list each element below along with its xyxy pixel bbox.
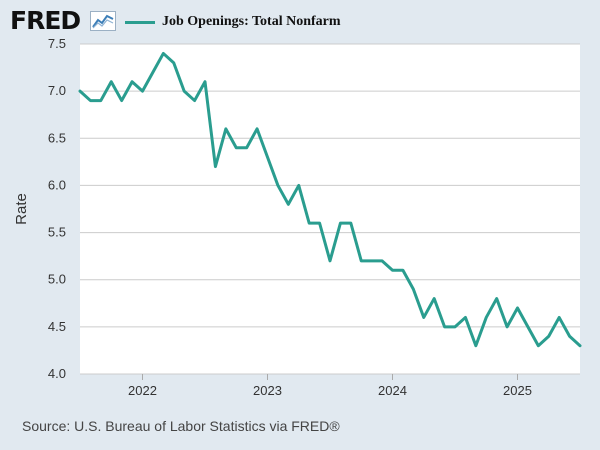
y-tick-label: 7.5: [48, 36, 66, 51]
x-tick-label: 2022: [128, 383, 157, 398]
grid-lines: [80, 43, 580, 375]
data-point: [412, 288, 414, 290]
fred-logo[interactable]: FRED: [10, 6, 81, 35]
x-tick-label: 2023: [253, 383, 282, 398]
data-point: [568, 335, 570, 337]
data-point: [350, 222, 352, 224]
data-point: [516, 307, 518, 309]
data-point: [454, 326, 456, 328]
data-point: [277, 184, 279, 186]
plot-area: [80, 44, 580, 374]
data-point: [235, 147, 237, 149]
x-tick-label: 2024: [378, 383, 407, 398]
series-line: [78, 51, 582, 348]
data-point: [245, 147, 247, 149]
data-point: [120, 99, 122, 101]
data-point: [506, 326, 508, 328]
data-point: [225, 128, 227, 130]
data-point: [183, 90, 185, 92]
y-tick-label: 5.5: [48, 225, 66, 240]
data-point: [527, 326, 529, 328]
data-point: [443, 326, 445, 328]
data-point: [173, 62, 175, 64]
data-point: [579, 345, 581, 347]
data-point: [256, 128, 258, 130]
data-point: [464, 316, 466, 318]
y-tick-label: 6.5: [48, 130, 66, 145]
data-point: [79, 90, 81, 92]
y-axis-ticks: 4.0 4.5 5.0 5.5 6.0 6.5 7.0 7.5: [48, 36, 66, 381]
line-chart-icon: [90, 11, 116, 31]
data-point: [298, 184, 300, 186]
source-note: Source: U.S. Bureau of Labor Statistics …: [22, 418, 340, 434]
data-point: [495, 297, 497, 299]
data-point: [423, 316, 425, 318]
y-tick-label: 5.0: [48, 272, 66, 287]
data-point: [110, 81, 112, 83]
data-point: [329, 260, 331, 262]
data-point: [89, 99, 91, 101]
data-point: [485, 316, 487, 318]
data-point: [391, 269, 393, 271]
chart-header: FRED Job Openings: Total Nonfarm: [10, 6, 590, 36]
data-point: [193, 99, 195, 101]
data-point: [339, 222, 341, 224]
y-tick-label: 7.0: [48, 83, 66, 98]
y-tick-label: 4.5: [48, 319, 66, 334]
y-axis-label: Rate: [13, 193, 30, 225]
x-tick-label: 2025: [503, 383, 532, 398]
data-point: [308, 222, 310, 224]
y-tick-label: 6.0: [48, 177, 66, 192]
data-point: [152, 71, 154, 73]
y-tick-label: 4.0: [48, 366, 66, 381]
data-point: [381, 260, 383, 262]
data-point: [558, 316, 560, 318]
data-point: [141, 90, 143, 92]
line-chart: 4.04.55.05.56.06.57.07.5 2022 2023 2024 202…: [13, 36, 582, 398]
data-point: [131, 81, 133, 83]
legend-label: Job Openings: Total Nonfarm: [162, 14, 341, 29]
data-point: [433, 297, 435, 299]
data-point: [360, 260, 362, 262]
data-point: [100, 99, 102, 101]
data-point: [475, 345, 477, 347]
data-point: [402, 269, 404, 271]
x-axis-ticks: 2022 2023 2024 2025: [128, 374, 532, 398]
data-point: [266, 156, 268, 158]
data-point: [287, 203, 289, 205]
data-point: [214, 165, 216, 167]
data-point: [370, 260, 372, 262]
series-layer: [78, 51, 582, 348]
data-point: [162, 52, 164, 54]
data-point: [537, 345, 539, 347]
data-point: [204, 81, 206, 83]
data-point: [318, 222, 320, 224]
legend-swatch: [125, 21, 155, 24]
data-point: [548, 335, 550, 337]
